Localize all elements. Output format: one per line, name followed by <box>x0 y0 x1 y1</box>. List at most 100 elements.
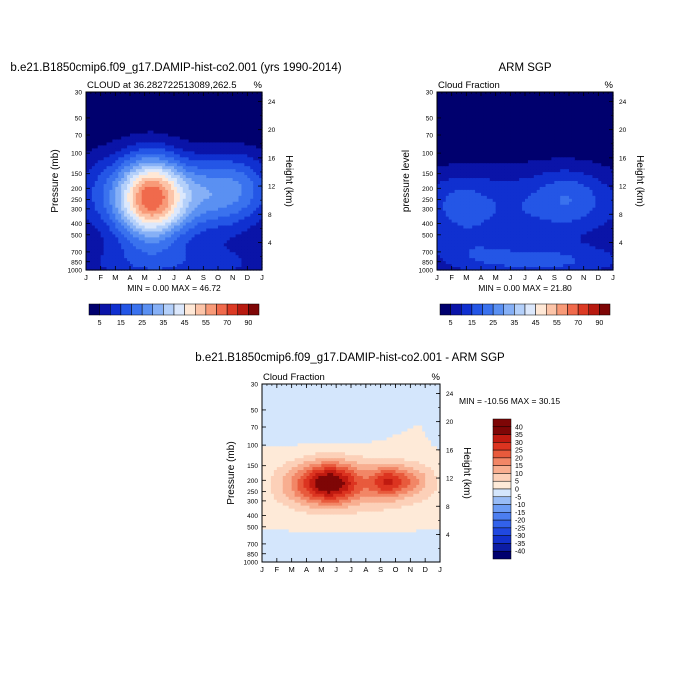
contour-cell <box>226 97 231 102</box>
contour-cell <box>448 189 453 194</box>
contour-cell <box>182 252 187 256</box>
contour-cell <box>442 92 447 96</box>
contour-cell <box>100 148 105 152</box>
contour-cell <box>141 124 146 129</box>
contour-cell <box>153 154 157 158</box>
contour-cell <box>109 258 113 262</box>
contour-cell <box>469 121 473 126</box>
contour-cell <box>168 172 172 176</box>
contour-cell <box>124 160 128 164</box>
contour-cell <box>130 115 134 120</box>
contour-cell <box>150 207 155 212</box>
contour-cell <box>162 109 166 114</box>
contour-cell <box>466 264 470 268</box>
contour-cell <box>112 166 116 170</box>
contour-cell <box>247 112 251 117</box>
colorbar-swatch <box>152 303 164 316</box>
contour-cell <box>144 189 149 194</box>
y-tick-label: 250 <box>71 197 82 204</box>
contour-cell <box>144 210 149 215</box>
contour-cell <box>100 160 105 164</box>
contour-cell <box>241 258 245 262</box>
contour-cell <box>442 109 447 114</box>
contour-cell <box>112 264 116 268</box>
contour-cell <box>168 154 172 158</box>
contour-cell <box>460 204 464 209</box>
contour-cell <box>218 94 222 99</box>
contour-cell <box>489 118 494 123</box>
contour-cell <box>437 195 441 200</box>
contour-cell <box>162 163 166 167</box>
contour-cell <box>437 261 441 265</box>
contour-cell <box>109 148 113 152</box>
contour-cell <box>483 109 488 114</box>
contour-cell <box>185 92 190 96</box>
contour-cell <box>241 154 245 158</box>
contour-cell <box>212 178 216 182</box>
contour-cell <box>442 148 447 152</box>
contour-cell <box>457 148 462 152</box>
contour-cell <box>489 198 494 203</box>
contour-cell <box>112 231 116 235</box>
contour-cell <box>124 142 128 146</box>
contour-cell <box>194 151 199 155</box>
contour-cell <box>179 136 184 141</box>
contour-cell <box>115 121 119 126</box>
contour-cell <box>159 151 163 155</box>
contour-cell <box>226 267 231 271</box>
contour-cell <box>171 198 175 203</box>
contour-cell <box>253 121 257 126</box>
contour-cell <box>86 228 90 233</box>
contour-cell <box>203 237 207 241</box>
contour-cell <box>168 139 172 144</box>
contour-cell <box>483 243 488 247</box>
contour-cell <box>481 115 485 120</box>
contour-cell <box>457 201 462 206</box>
contour-cell <box>220 246 225 250</box>
contour-cell <box>191 112 196 117</box>
contour-cell <box>475 154 479 158</box>
contour-cell <box>492 216 497 221</box>
contour-cell <box>165 240 169 244</box>
contour-cell <box>495 163 500 167</box>
contour-cell <box>88 225 93 230</box>
contour-cell <box>197 213 201 218</box>
contour-cell <box>439 157 444 161</box>
contour-cell <box>253 240 257 244</box>
contour-cell <box>466 237 470 241</box>
contour-cell <box>176 267 181 271</box>
contour-cell <box>223 222 228 227</box>
contour-cell <box>147 267 152 271</box>
contour-cell <box>247 261 251 265</box>
contour-cell <box>209 198 213 203</box>
contour-cell <box>176 234 181 238</box>
contour-cell <box>121 124 125 129</box>
contour-cell <box>197 255 201 259</box>
contour-cell <box>203 181 207 185</box>
contour-cell <box>191 160 196 164</box>
contour-cell <box>200 261 204 265</box>
contour-cell <box>469 100 473 105</box>
contour-cell <box>88 219 93 224</box>
contour-cell <box>238 216 243 221</box>
contour-cell <box>194 216 199 221</box>
contour-field <box>437 92 614 271</box>
contour-cell <box>229 92 234 96</box>
contour-cell <box>478 148 482 152</box>
contour-cell <box>109 154 113 158</box>
contour-cell <box>179 213 184 218</box>
contour-cell <box>179 151 184 155</box>
contour-cell <box>466 207 470 212</box>
contour-cell <box>463 157 467 161</box>
contour-cell <box>171 234 175 238</box>
contour-cell <box>156 172 160 176</box>
contour-cell <box>171 267 175 271</box>
contour-cell <box>492 243 497 247</box>
contour-cell <box>235 169 240 173</box>
contour-cell <box>109 204 113 209</box>
contour-cell <box>176 204 181 209</box>
contour-cell <box>153 189 157 194</box>
contour-cell <box>112 201 116 206</box>
contour-cell <box>226 216 231 221</box>
contour-cell <box>141 127 146 132</box>
